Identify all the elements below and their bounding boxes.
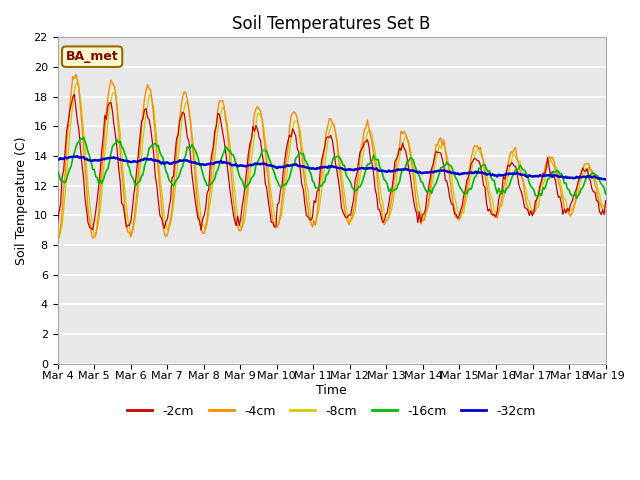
Y-axis label: Soil Temperature (C): Soil Temperature (C)	[15, 136, 28, 265]
X-axis label: Time: Time	[316, 384, 347, 397]
Legend: -2cm, -4cm, -8cm, -16cm, -32cm: -2cm, -4cm, -8cm, -16cm, -32cm	[122, 400, 541, 423]
Text: BA_met: BA_met	[66, 50, 118, 63]
Title: Soil Temperatures Set B: Soil Temperatures Set B	[232, 15, 431, 33]
